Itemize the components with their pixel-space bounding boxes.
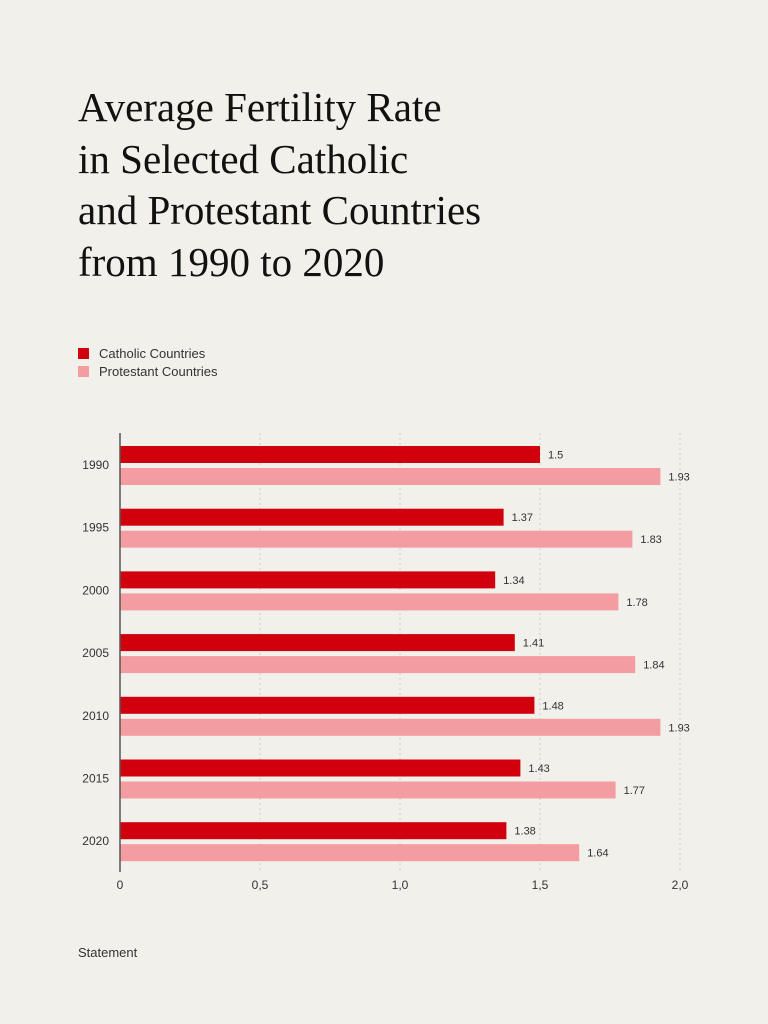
- bar-protestant: [120, 844, 580, 862]
- value-label: 1.83: [640, 534, 661, 546]
- legend-item-catholic: Catholic Countries: [78, 344, 218, 362]
- chart-title: Average Fertility Rate in Selected Catho…: [78, 84, 482, 285]
- legend-swatch-catholic: [78, 347, 89, 359]
- y-category-label: 1990: [82, 458, 109, 472]
- bar-catholic: [120, 696, 535, 714]
- y-category-label: 1995: [82, 521, 109, 535]
- value-label: 1.34: [503, 575, 524, 587]
- bar-catholic: [120, 822, 507, 840]
- bar-protestant: [120, 530, 633, 548]
- bar-catholic: [120, 759, 521, 777]
- x-tick-label: 0: [117, 878, 124, 892]
- legend-label-catholic: Catholic Countries: [99, 345, 206, 361]
- x-tick-label: 2,0: [672, 878, 689, 892]
- value-label: 1.37: [512, 512, 533, 524]
- bar-protestant: [120, 593, 619, 611]
- value-label: 1.41: [523, 638, 544, 650]
- x-tick-label: 1,5: [532, 878, 549, 892]
- bar-catholic: [120, 571, 496, 589]
- value-label: 1.77: [624, 785, 645, 797]
- y-category-label: 2015: [82, 772, 109, 786]
- y-category-label: 2020: [82, 834, 109, 848]
- value-label: 1.48: [542, 700, 563, 712]
- value-label: 1.78: [626, 597, 647, 609]
- bar-protestant: [120, 718, 661, 736]
- bar-catholic: [120, 508, 504, 526]
- y-category-label: 2010: [82, 709, 109, 723]
- bar-catholic: [120, 634, 515, 652]
- legend-label-protestant: Protestant Countries: [99, 363, 218, 379]
- legend: Catholic Countries Protestant Countries: [78, 344, 218, 380]
- legend-swatch-protestant: [78, 365, 89, 377]
- bar-protestant: [120, 468, 661, 485]
- value-label: 1.93: [668, 472, 689, 484]
- bar-catholic: [120, 446, 540, 463]
- value-label: 1.64: [587, 848, 608, 860]
- x-tick-label: 0,5: [252, 878, 269, 892]
- value-label: 1.38: [514, 826, 535, 838]
- x-tick-label: 1,0: [392, 878, 409, 892]
- value-label: 1.93: [668, 722, 689, 734]
- value-label: 1.43: [528, 763, 549, 775]
- y-category-label: 2000: [82, 583, 109, 597]
- legend-item-protestant: Protestant Countries: [78, 362, 218, 380]
- bar-protestant: [120, 781, 616, 799]
- value-label: 1.5: [548, 450, 563, 462]
- y-category-label: 2005: [82, 646, 109, 660]
- value-label: 1.84: [643, 660, 664, 672]
- source-note: Statement: [78, 945, 138, 960]
- bar-protestant: [120, 656, 636, 674]
